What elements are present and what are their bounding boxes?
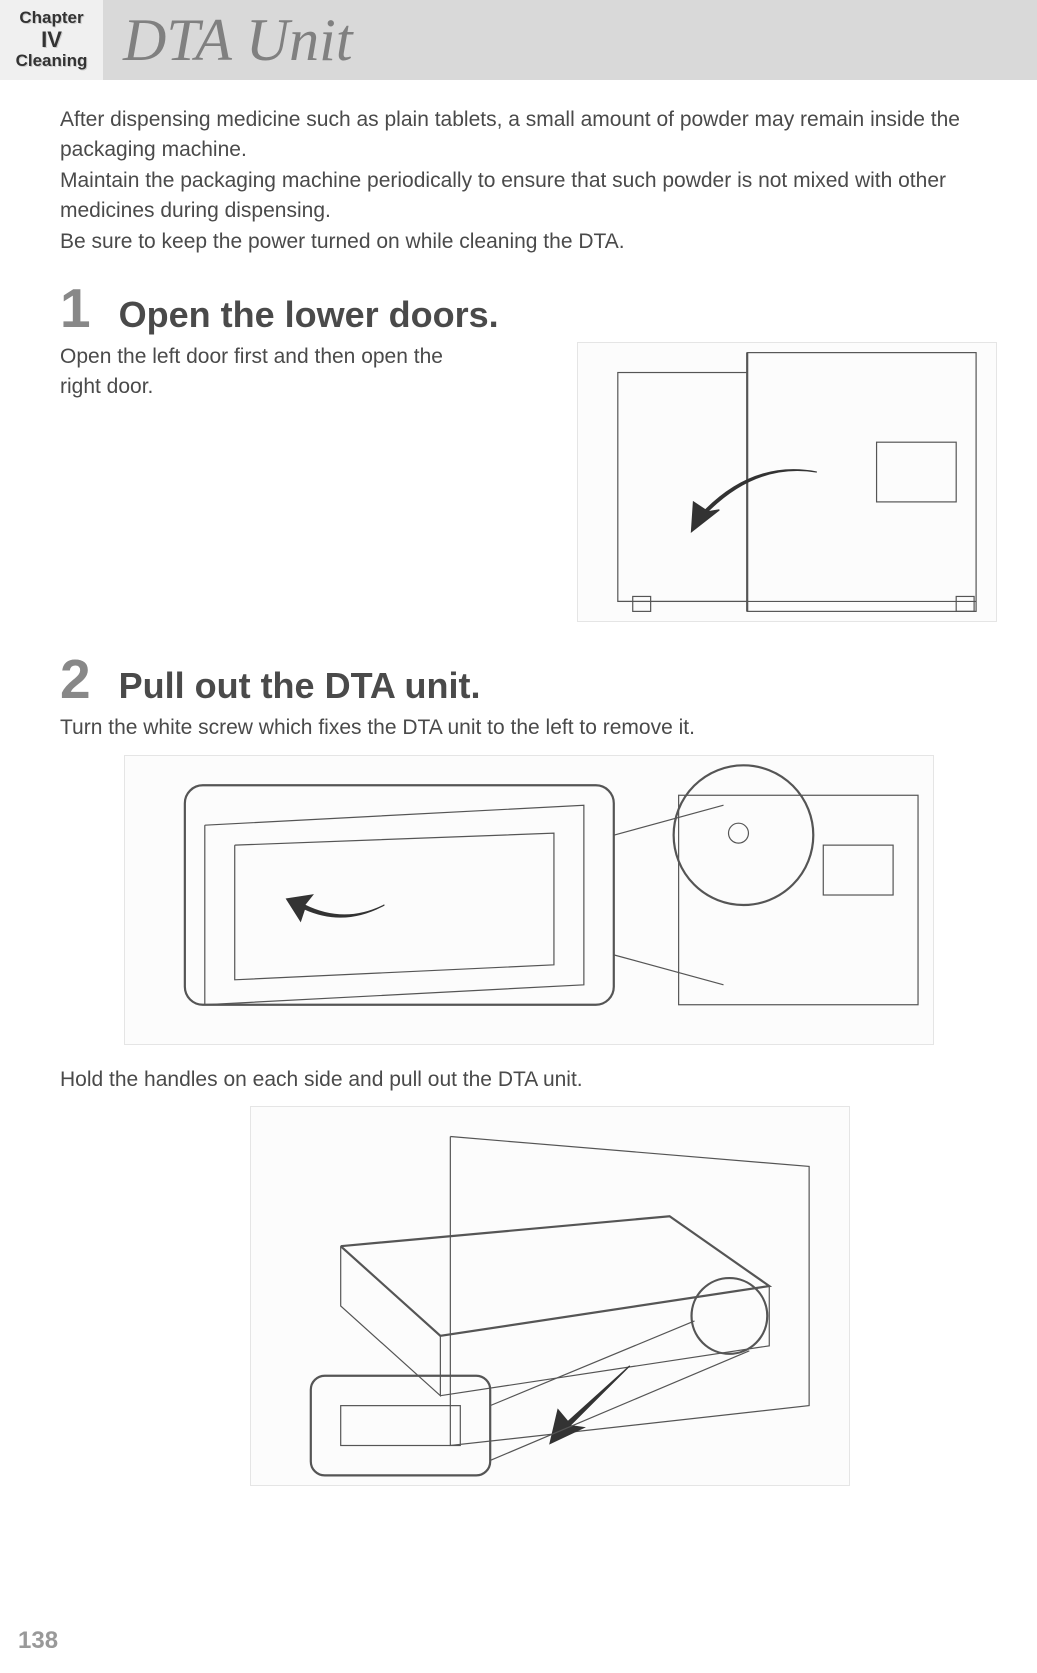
step-1-number: 1 bbox=[60, 281, 91, 336]
step-1: 1 Open the lower doors. Open the left do… bbox=[60, 281, 997, 622]
chapter-line2: IV bbox=[41, 28, 62, 52]
pull-out-diagram-icon bbox=[251, 1106, 849, 1486]
page-content: After dispensing medicine such as plain … bbox=[0, 80, 1037, 1486]
step-2-text2: Hold the handles on each side and pull o… bbox=[60, 1065, 997, 1094]
open-doors-diagram-icon bbox=[578, 342, 996, 622]
illustration-open-doors bbox=[577, 342, 997, 622]
screw-diagram-icon bbox=[125, 755, 933, 1045]
chapter-line1: Chapter bbox=[19, 9, 83, 28]
step-1-text: Open the left door first and then open t… bbox=[60, 342, 460, 401]
step-2-number: 2 bbox=[60, 652, 91, 707]
step-1-body: Open the left door first and then open t… bbox=[60, 342, 997, 622]
illustration-screw bbox=[124, 755, 934, 1045]
title-bar: DTA Unit bbox=[103, 0, 1037, 80]
step-2-title: Pull out the DTA unit. bbox=[119, 665, 481, 707]
page-title: DTA Unit bbox=[123, 6, 352, 75]
chapter-line3: Cleaning bbox=[16, 52, 88, 71]
illustration-pull-out bbox=[250, 1106, 850, 1486]
page-number: 138 bbox=[18, 1627, 58, 1655]
page-header: Chapter IV Cleaning DTA Unit bbox=[0, 0, 1037, 80]
step-2-text1: Turn the white screw which fixes the DTA… bbox=[60, 713, 997, 742]
step-2-header: 2 Pull out the DTA unit. bbox=[60, 652, 997, 707]
step-2: 2 Pull out the DTA unit. Turn the white … bbox=[60, 652, 997, 1486]
intro-paragraph: After dispensing medicine such as plain … bbox=[60, 105, 997, 257]
step-1-title: Open the lower doors. bbox=[119, 294, 499, 336]
chapter-badge: Chapter IV Cleaning bbox=[0, 0, 103, 80]
step-1-header: 1 Open the lower doors. bbox=[60, 281, 997, 336]
